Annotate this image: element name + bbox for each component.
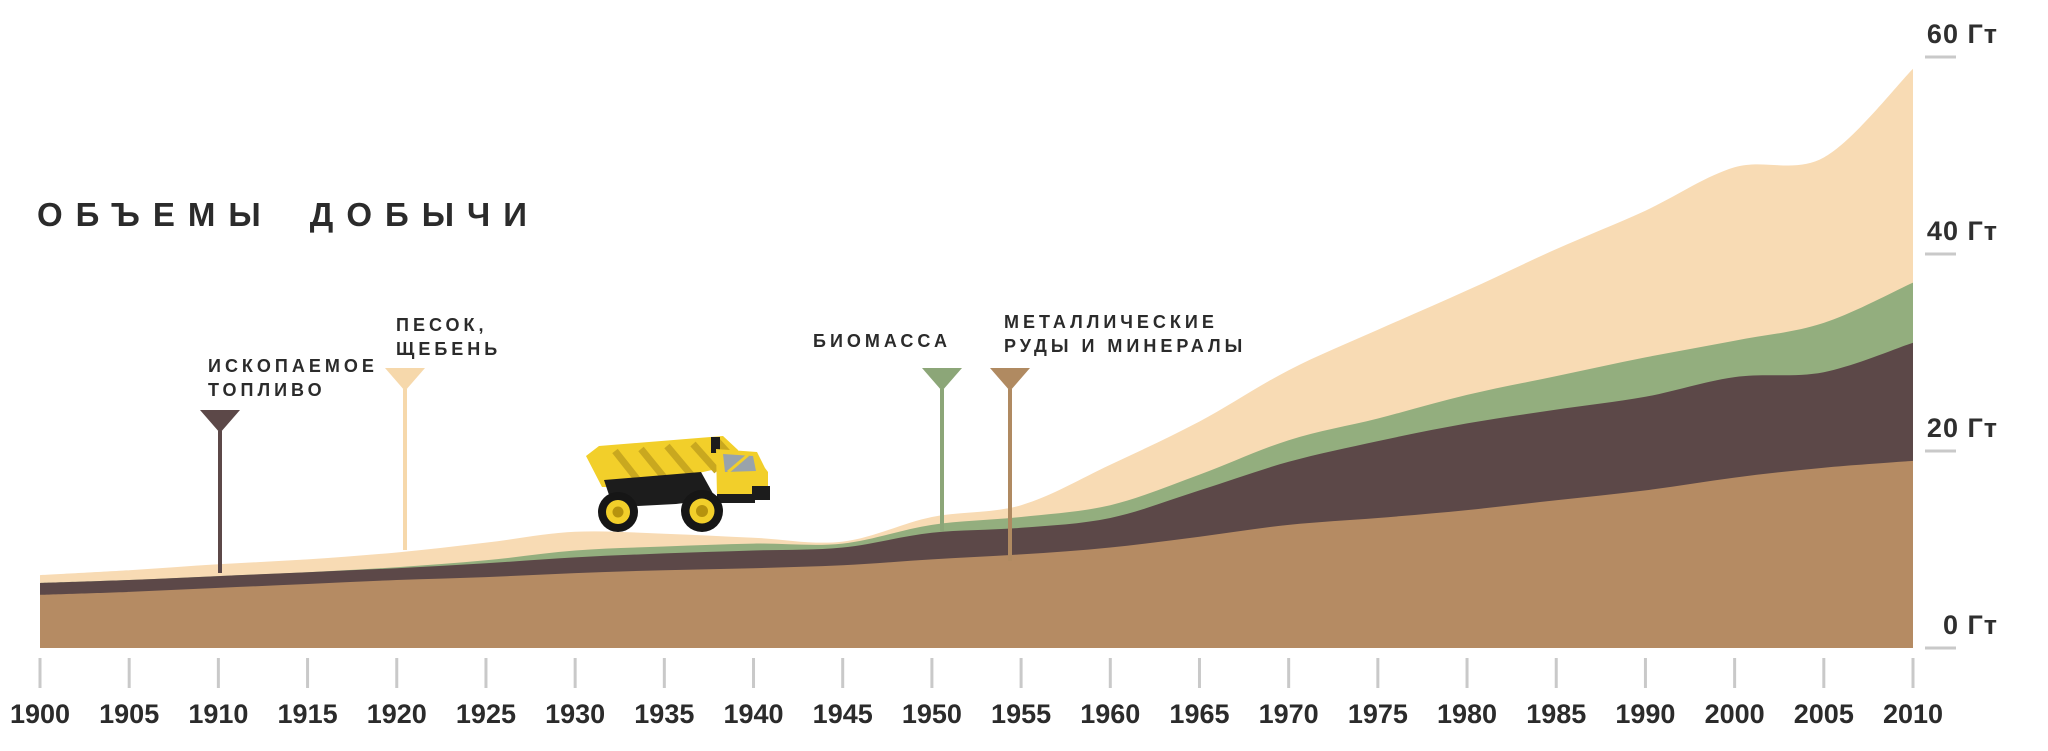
x-tick-label: 2005 xyxy=(1794,699,1854,729)
x-tick-label: 1925 xyxy=(456,699,516,729)
dump-truck-icon xyxy=(586,436,770,532)
x-tick-label: 1915 xyxy=(278,699,338,729)
pin-stem-biomass xyxy=(940,389,944,531)
truck-bed xyxy=(586,436,742,487)
pin-head-metal-ores xyxy=(990,368,1030,391)
pin-stem-metal-ores xyxy=(1008,389,1012,561)
truck-exhaust xyxy=(711,437,720,453)
x-tick-label: 1955 xyxy=(991,699,1051,729)
y-tick-label: 0 Гт xyxy=(1943,610,1998,640)
pin-label-fossil-fuel: ИСКОПАЕМОЕ xyxy=(208,356,378,376)
truck-bumper xyxy=(752,486,770,500)
y-tick-label: 60 Гт xyxy=(1927,19,1998,49)
truck-step xyxy=(717,494,755,503)
x-tick-label: 1940 xyxy=(723,699,783,729)
x-tick-label: 1990 xyxy=(1615,699,1675,729)
pin-label-biomass: БИОМАССА xyxy=(813,331,951,351)
x-tick-label: 1985 xyxy=(1526,699,1586,729)
truck-windshield-divider xyxy=(727,453,749,474)
pin-label-sand-gravel: ЩЕБЕНЬ xyxy=(396,339,501,359)
x-tick-label: 1960 xyxy=(1080,699,1140,729)
pin-fossil-fuel: ИСКОПАЕМОЕ ТОПЛИВО xyxy=(200,356,378,573)
pin-label-fossil-fuel: ТОПЛИВО xyxy=(208,380,326,400)
chart-layers: ИСКОПАЕМОЕ ТОПЛИВО ПЕСОК, ЩЕБЕНЬ БИОМАССА МЕТ… xyxy=(10,19,1998,729)
x-tick-label: 1900 xyxy=(10,699,70,729)
x-tick-label: 1950 xyxy=(902,699,962,729)
x-tick-label: 1910 xyxy=(188,699,248,729)
pin-stem-sand-gravel xyxy=(403,389,407,550)
pin-stem-fossil-fuel xyxy=(218,431,222,573)
pin-label-sand-gravel: ПЕСОК, xyxy=(396,315,487,335)
x-tick-label: 1935 xyxy=(634,699,694,729)
pin-metal-ores: МЕТАЛЛИЧЕСКИЕ РУДЫ И МИНЕРАЛЫ xyxy=(990,312,1246,561)
page-title: ОБЪЕМЫ ДОБЫЧИ xyxy=(37,196,540,233)
pin-biomass: БИОМАССА xyxy=(813,331,962,531)
pin-head-sand-gravel xyxy=(385,368,425,391)
x-tick-label: 2000 xyxy=(1705,699,1765,729)
x-tick-label: 1980 xyxy=(1437,699,1497,729)
x-tick-label: 2010 xyxy=(1883,699,1943,729)
x-tick-label: 1945 xyxy=(813,699,873,729)
x-tick-label: 1920 xyxy=(367,699,427,729)
truck-rear-wheel xyxy=(598,492,638,532)
truck-front-wheel xyxy=(681,490,723,532)
pin-label-metal-ores: РУДЫ И МИНЕРАЛЫ xyxy=(1004,336,1246,356)
pin-sand-gravel: ПЕСОК, ЩЕБЕНЬ xyxy=(385,315,501,550)
x-tick-label: 1930 xyxy=(545,699,605,729)
x-tick-label: 1905 xyxy=(99,699,159,729)
x-tick-label: 1965 xyxy=(1169,699,1229,729)
pin-head-biomass xyxy=(922,368,962,391)
area-1 xyxy=(40,460,1913,648)
pin-head-fossil-fuel xyxy=(200,410,240,433)
y-tick-label: 40 Гт xyxy=(1927,216,1998,246)
x-tick-label: 1970 xyxy=(1259,699,1319,729)
y-tick-label: 20 Гт xyxy=(1927,413,1998,443)
x-tick-label: 1975 xyxy=(1348,699,1408,729)
pin-label-metal-ores: МЕТАЛЛИЧЕСКИЕ xyxy=(1004,312,1218,332)
